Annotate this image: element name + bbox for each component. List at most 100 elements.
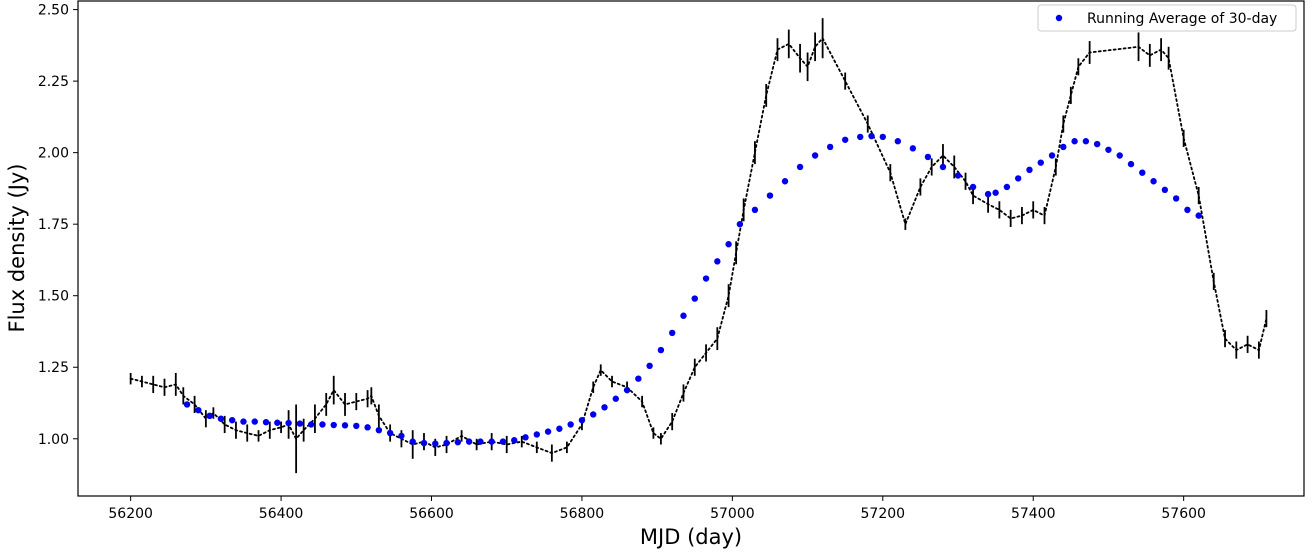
running-average-point: [228, 416, 236, 424]
running-average-point: [781, 178, 789, 185]
running-average-point: [879, 133, 886, 141]
running-average-point: [1037, 159, 1044, 166]
running-average-point: [646, 362, 653, 370]
y-axis: 1.00 1.25 1.50 1.75 2.00 2.25 2.50: [38, 3, 78, 448]
running-average-point: [432, 440, 439, 447]
running-average-point: [1139, 169, 1146, 176]
x-tick-label: 57000: [710, 506, 755, 522]
running-average-point: [533, 431, 541, 438]
y-tick-label: 1.50: [38, 289, 69, 305]
running-average-point: [1082, 138, 1090, 145]
y-tick-label: 2.00: [38, 146, 69, 162]
running-average-point: [680, 312, 687, 319]
running-average-point: [1093, 140, 1101, 148]
y-tick-label: 2.50: [38, 3, 69, 19]
running-average-point: [1026, 166, 1033, 174]
running-average-point: [511, 437, 518, 444]
legend-box: [1037, 4, 1297, 32]
running-average-point: [1071, 138, 1078, 145]
running-average-point: [796, 163, 804, 171]
running-average-point: [330, 421, 337, 429]
running-average-point: [1060, 143, 1067, 151]
running-average-point: [477, 438, 484, 445]
running-average-point: [578, 416, 586, 424]
running-average-point: [1116, 152, 1123, 159]
running-average-point: [274, 419, 281, 426]
x-tick-label: 56200: [108, 506, 153, 522]
x-tick-label: 56600: [409, 506, 454, 522]
running-average-point: [841, 136, 849, 143]
running-average-point: [522, 434, 529, 441]
running-average-point: [341, 422, 349, 429]
y-axis-title: Flux density (Jy): [5, 163, 29, 332]
running-average-point: [296, 420, 304, 427]
running-average-point: [766, 192, 774, 199]
running-average-point: [544, 428, 552, 435]
running-average-point: [954, 172, 962, 179]
running-average-point: [556, 425, 563, 432]
running-average-point: [240, 418, 247, 425]
y-tick-label: 1.25: [38, 360, 69, 376]
running-average-point: [488, 438, 495, 445]
running-average-point: [364, 424, 371, 431]
running-average-point: [375, 426, 383, 434]
running-average-point: [868, 132, 875, 140]
running-average-point: [206, 412, 213, 420]
running-average-point: [1014, 175, 1022, 182]
running-average-point: [1161, 186, 1169, 194]
running-average-point: [1150, 178, 1157, 185]
running-average-point: [894, 138, 902, 145]
running-average-point: [612, 395, 619, 402]
running-average-point: [285, 419, 292, 427]
running-average-point: [657, 346, 665, 354]
x-axis-title: MJD (day): [640, 525, 742, 549]
running-average-point: [420, 439, 428, 447]
running-average-point: [251, 418, 258, 425]
running-average-point: [1105, 146, 1112, 153]
running-average-point: [567, 421, 574, 428]
running-average-point: [811, 152, 819, 159]
running-average-point: [465, 438, 473, 445]
running-average-point: [454, 439, 462, 446]
running-average-point: [691, 295, 698, 302]
legend: Running Average of 30-day: [1037, 4, 1297, 32]
running-average-point: [909, 145, 917, 152]
running-average-point: [386, 429, 394, 437]
running-average-point: [262, 418, 270, 426]
running-average-point: [623, 386, 631, 394]
running-average-point: [924, 153, 932, 161]
running-average-point: [195, 406, 202, 414]
legend-entry-running-average: Running Average of 30-day: [1087, 11, 1277, 27]
running-average-point: [826, 143, 834, 151]
y-tick-label: 1.00: [38, 432, 69, 448]
running-average-point: [751, 206, 759, 214]
y-tick-label: 1.75: [38, 217, 69, 233]
running-average-point: [969, 183, 977, 191]
running-average-point: [736, 220, 744, 228]
running-average-point: [668, 329, 676, 337]
running-average-point: [409, 438, 416, 445]
running-average-point: [319, 421, 326, 428]
running-average-point: [499, 438, 507, 445]
running-average-point: [939, 163, 947, 171]
running-average-point: [635, 375, 642, 382]
running-average-point: [857, 133, 864, 141]
running-average-point: [702, 275, 710, 282]
x-tick-label: 56800: [560, 506, 605, 522]
running-average-point: [398, 432, 405, 440]
running-average-point: [1048, 152, 1056, 159]
running-average-point: [1195, 212, 1202, 219]
running-average-point: [443, 439, 450, 447]
x-tick-label: 57400: [1011, 506, 1056, 522]
running-average-point: [714, 258, 721, 265]
running-average-point: [992, 189, 999, 196]
x-tick-label: 57200: [861, 506, 906, 522]
running-average-point: [1184, 206, 1191, 214]
x-tick-label: 56400: [259, 506, 304, 522]
running-average-point: [725, 241, 732, 248]
plot-frame: [77, 0, 1305, 497]
running-average-point: [1003, 183, 1011, 191]
legend-marker-running-average: [1055, 14, 1063, 22]
